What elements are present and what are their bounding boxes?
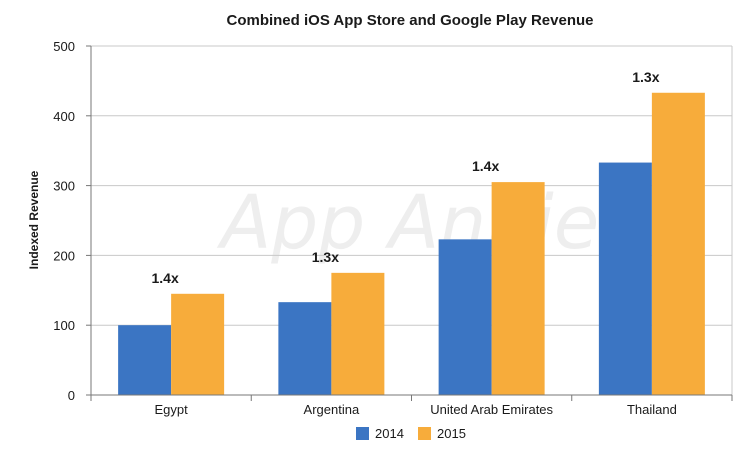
legend-label-2014: 2014 <box>375 426 404 441</box>
x-tick-label: Thailand <box>627 402 677 417</box>
growth-annotation: 1.4x <box>472 158 499 174</box>
y-tick-label: 300 <box>53 179 75 194</box>
growth-annotation: 1.3x <box>632 69 659 85</box>
y-tick-labels: 0 100 200 300 400 500 <box>53 39 75 403</box>
bar-2015-thailand <box>651 92 705 396</box>
x-tick-label: Egypt <box>155 402 189 417</box>
axes <box>86 45 733 401</box>
bar-2015-egypt <box>171 293 225 395</box>
legend-label-2015: 2015 <box>437 426 466 441</box>
y-tick-label: 400 <box>53 109 75 124</box>
bar-2014-argentina <box>278 302 332 395</box>
y-axis-label: Indexed Revenue <box>27 170 41 269</box>
y-tick-label: 500 <box>53 39 75 54</box>
growth-annotations: 1.4x 1.3x 1.4x 1.3x <box>152 69 660 286</box>
bar-2014-egypt <box>118 325 172 395</box>
bar-2015-argentina <box>331 272 385 395</box>
x-tick-label: United Arab Emirates <box>430 402 553 417</box>
bar-2014-thailand <box>598 162 652 395</box>
y-tick-label: 200 <box>53 248 75 263</box>
chart-title: Combined iOS App Store and Google Play R… <box>226 12 593 29</box>
y-tick-label: 0 <box>68 388 75 403</box>
legend-swatch-2014 <box>356 427 369 440</box>
y-tick-label: 100 <box>53 318 75 333</box>
bar-2014-united-arab-emirates <box>438 239 492 395</box>
growth-annotation: 1.4x <box>152 270 179 286</box>
growth-annotation: 1.3x <box>312 249 339 265</box>
legend-swatch-2015 <box>418 427 431 440</box>
bar-2015-united-arab-emirates <box>491 182 545 395</box>
legend: 2014 2015 <box>356 426 466 441</box>
x-tick-label: Argentina <box>304 402 360 417</box>
bars <box>118 92 705 396</box>
x-tick-labels: Egypt Argentina United Arab Emirates Thaila… <box>155 402 677 417</box>
